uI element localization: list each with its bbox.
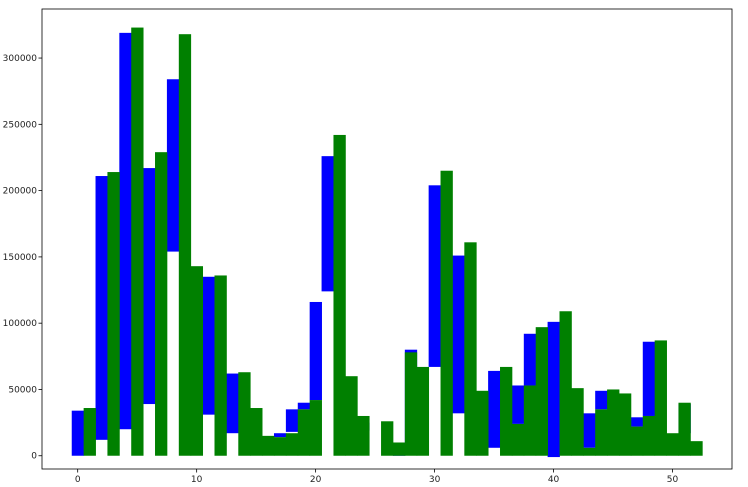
x-tick-label: 30 <box>429 475 441 485</box>
blue-bar <box>321 156 334 292</box>
blue-bar <box>273 433 287 438</box>
blue-bar <box>523 333 537 386</box>
x-tick-label: 40 <box>548 475 560 485</box>
plot-area-frame <box>41 8 733 470</box>
green-bar <box>392 442 406 456</box>
green-bar <box>511 423 525 456</box>
blue-bar <box>166 79 180 252</box>
x-tick-label: 50 <box>667 475 679 485</box>
green-bar <box>238 372 251 456</box>
green-bar <box>559 311 572 456</box>
blue-bar <box>428 185 441 367</box>
x-tick-label: 20 <box>310 475 322 485</box>
green-bar <box>333 134 346 456</box>
blue-bar <box>143 168 156 405</box>
blue-bar <box>95 176 108 440</box>
green-bar <box>595 409 608 456</box>
green-bar <box>357 415 370 456</box>
green-bar <box>214 275 227 456</box>
y-tick-label: 300000 <box>3 54 38 64</box>
green-bar <box>250 408 263 456</box>
green-bar <box>131 27 144 456</box>
green-bar <box>571 388 584 456</box>
green-bar <box>262 435 275 456</box>
x-tick-label: 0 <box>75 475 81 485</box>
y-tick-label: 50000 <box>8 385 37 395</box>
green-bar <box>690 441 703 456</box>
green-bar <box>178 34 192 456</box>
blue-bar <box>71 410 85 456</box>
blue-bar <box>488 370 501 448</box>
green-bar <box>607 389 620 456</box>
green-bar <box>309 400 322 456</box>
green-bar <box>273 437 287 456</box>
blue-bar <box>595 390 608 410</box>
green-bar <box>416 366 430 456</box>
blue-bar <box>642 341 656 416</box>
bars-layer <box>71 27 703 458</box>
blue-bar <box>297 402 311 410</box>
green-bar <box>464 242 477 456</box>
green-bar <box>297 409 311 456</box>
blue-bar <box>511 385 525 424</box>
green-bar <box>630 426 644 456</box>
green-bar <box>476 390 489 456</box>
green-bar <box>345 376 358 456</box>
green-bar <box>404 352 418 456</box>
green-bar <box>618 393 632 456</box>
green-bar <box>440 170 453 456</box>
green-bar <box>155 152 168 456</box>
axes-layer: 0 10 20 30 40 50 0 50000 100000 150000 200000 25000… <box>3 54 679 485</box>
blue-bar <box>630 417 644 427</box>
blue-bar <box>583 413 596 448</box>
y-tick-label: 250000 <box>3 120 38 130</box>
green-bar <box>583 447 596 456</box>
green-bar <box>107 172 120 456</box>
green-bar <box>285 433 299 456</box>
green-bar <box>654 340 667 456</box>
y-tick-label: 150000 <box>3 253 38 263</box>
green-bar <box>535 327 549 456</box>
green-bar <box>523 385 537 456</box>
green-bar <box>500 366 513 456</box>
blue-bar <box>452 255 465 414</box>
green-bar <box>666 433 679 456</box>
blue-bar <box>547 321 560 458</box>
blue-bar <box>226 373 239 434</box>
green-bar <box>83 408 96 456</box>
blue-bar <box>285 409 299 432</box>
y-tick-label: 100000 <box>3 319 38 329</box>
blue-bar <box>119 32 132 430</box>
green-bar <box>381 421 394 456</box>
green-bar <box>190 266 204 456</box>
y-tick-label: 0 <box>31 452 37 462</box>
x-tick-label: 10 <box>191 475 203 485</box>
blue-bar <box>202 276 215 415</box>
green-bar <box>642 415 656 456</box>
blue-bar <box>309 301 322 401</box>
y-tick-label: 200000 <box>3 187 38 197</box>
green-bar <box>678 402 691 456</box>
